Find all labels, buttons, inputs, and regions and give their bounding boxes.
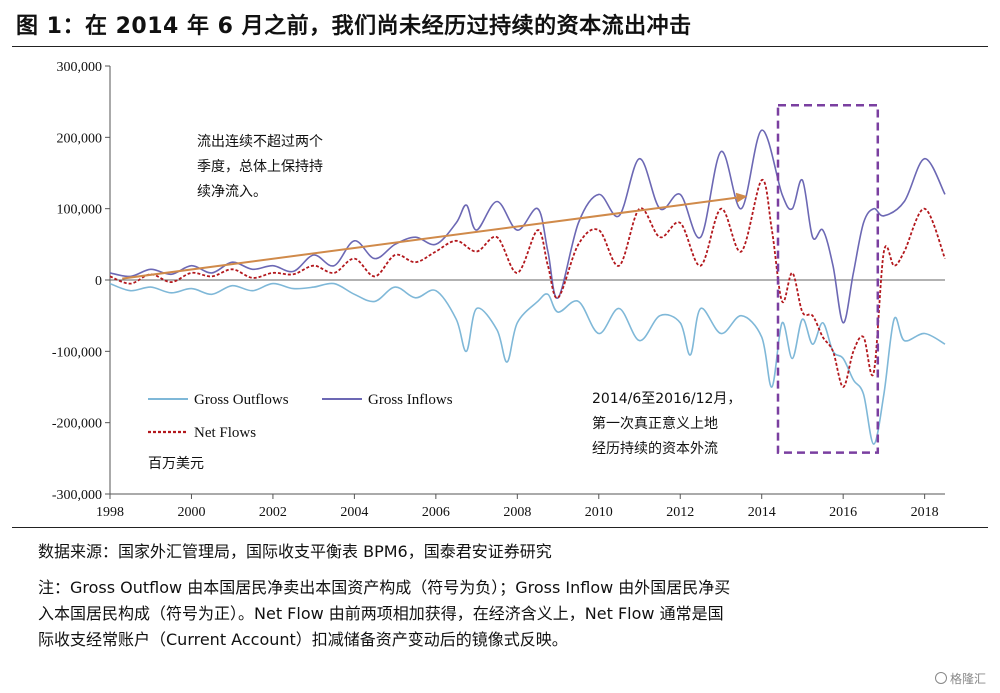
y-tick-label-0: -300,000: [52, 488, 102, 503]
y-tick-label-3: 0: [95, 274, 102, 289]
annotation-line-2: 季度，总体上保持持: [197, 159, 323, 175]
annotation-line-5: 第一次真正意义上地: [592, 415, 718, 432]
y-tick-label-1: -200,000: [52, 417, 102, 432]
legend-label-2: Gross Inflows: [368, 392, 453, 408]
watermark-text: 格隆汇: [949, 672, 986, 686]
y-tick-label-2: -100,000: [52, 345, 102, 360]
x-tick-label-3: 2004: [340, 505, 368, 520]
legend-label-3: Net Flows: [194, 425, 256, 441]
capital-flows-chart: -300,000 -200,000 -100,000 0 100,000 200,000 3…: [52, 60, 946, 520]
bottom-rule: [12, 527, 988, 528]
x-tick-label-8: 2014: [748, 505, 776, 520]
watermark: 格隆汇: [934, 670, 986, 687]
x-tick-label-4: 2006: [422, 505, 450, 520]
note-line-3: 际收支经常账户（Current Account）扣减储备资产变动后的镜像式反映。: [38, 630, 568, 649]
annotation-line-4: 2014/6至2016/12月，: [592, 391, 741, 407]
data-source: 数据来源：国家外汇管理局，国际收支平衡表 BPM6，国泰君安证券研究: [38, 542, 552, 561]
series-gross-inflows: [109, 129, 946, 324]
y-tick-label-6: 300,000: [57, 60, 103, 75]
legend-label-1: Gross Outflows: [194, 392, 289, 408]
y-tick-label-4: 100,000: [57, 203, 103, 218]
series-gross-outflows: [109, 282, 946, 445]
chart-series: [109, 129, 946, 445]
series-net-flows: [109, 179, 946, 388]
x-tick-label-10: 2018: [911, 505, 939, 520]
trend-arrow-line: [122, 195, 746, 280]
unit-label: 百万美元: [148, 456, 204, 472]
y-tick-label-5: 200,000: [57, 131, 103, 146]
x-tick-label-6: 2010: [585, 505, 613, 520]
x-tick-label-2: 2002: [259, 505, 287, 520]
chart-axes: -300,000 -200,000 -100,000 0 100,000 200,000 3…: [52, 60, 945, 520]
note-line-2: 入本国居民构成（符号为正）。Net Flow 由前两项相加获得，在经济含义上，N…: [38, 604, 724, 623]
annotation-line-1: 流出连续不超过两个: [197, 133, 323, 150]
annotation-line-3: 续净流入。: [197, 183, 267, 200]
chart-note: 注：Gross Outflow 由本国居民净卖出本国资产构成（符号为负）；Gro…: [38, 575, 968, 653]
note-line-1: 注：Gross Outflow 由本国居民净卖出本国资产构成（符号为负）；Gro…: [38, 578, 731, 597]
page-title: 图 1：在 2014 年 6 月之前，我们尚未经历过持续的资本流出冲击: [16, 14, 692, 39]
x-tick-label-5: 2008: [503, 505, 531, 520]
annotation-line-6: 经历持续的资本外流: [592, 440, 718, 457]
watermark-logo-icon: [934, 672, 947, 684]
x-tick-label-9: 2016: [829, 505, 857, 520]
x-tick-label-7: 2012: [666, 505, 694, 520]
x-tick-label-1: 2000: [177, 505, 205, 520]
top-rule: [12, 46, 988, 47]
capital-outflow-box: [776, 103, 880, 454]
chart-legend: Gross Outflows Gross Inflows Net Flows: [148, 392, 453, 441]
x-tick-label-0: 1998: [96, 505, 124, 520]
trend-arrow-head: [735, 192, 748, 203]
